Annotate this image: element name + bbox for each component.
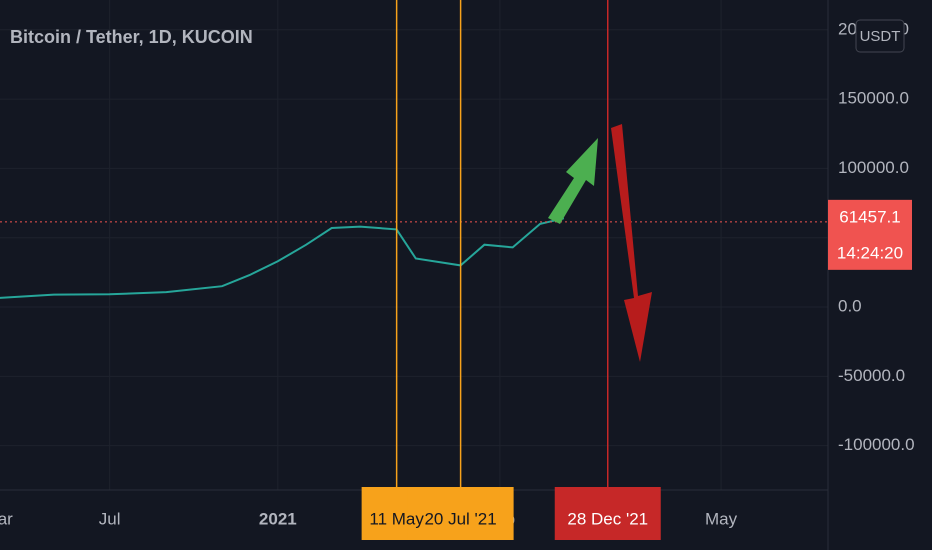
currency-label[interactable]: USDT <box>860 28 901 45</box>
y-tick-label: 150000.0 <box>838 89 909 108</box>
x-tick-label: Jul <box>99 509 121 528</box>
marker-box <box>407 487 514 540</box>
x-tick-label: 2021 <box>259 509 297 528</box>
marker-label: 11 May <box>369 509 424 528</box>
x-tick-label: May <box>705 509 738 528</box>
marker-label: 20 Jul '21 <box>424 509 496 528</box>
y-tick-label: -50000.0 <box>838 366 905 385</box>
currency-button[interactable] <box>855 19 905 53</box>
y-tick-label: -100000.0 <box>838 435 915 454</box>
price-line <box>0 217 565 299</box>
marker-box <box>554 487 661 540</box>
x-tick-label: Mar <box>0 509 13 528</box>
down-arrow <box>611 124 652 362</box>
up-arrow <box>548 138 598 224</box>
last-price-label: 61457.1 <box>839 207 900 226</box>
countdown-label: 14:24:20 <box>837 243 903 262</box>
y-tick-label: 0.0 <box>838 297 862 316</box>
y-tick-label: 100000.0 <box>838 158 909 177</box>
chart-title: Bitcoin / Tether, 1D, KUCOIN <box>10 27 253 47</box>
last-price-box <box>828 199 912 270</box>
marker-label: 28 Dec '21 <box>567 509 648 528</box>
